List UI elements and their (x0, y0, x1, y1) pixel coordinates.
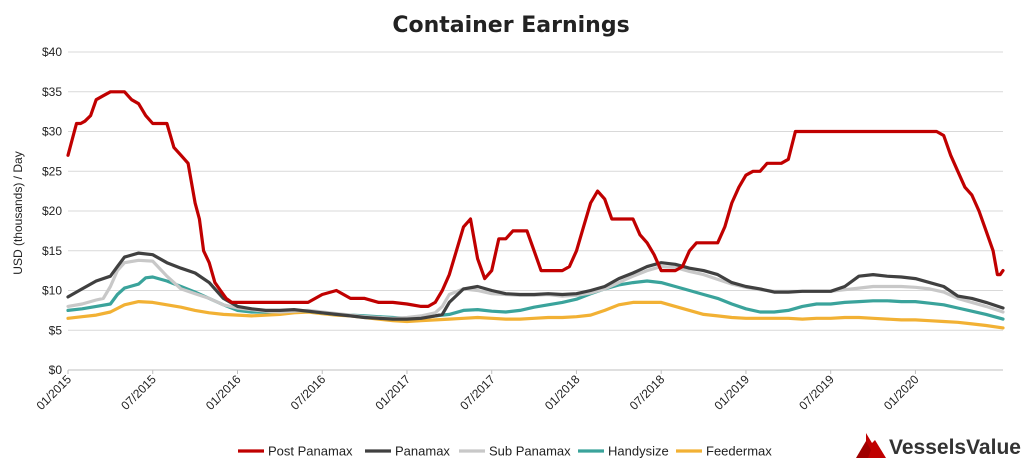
y-axis-tick-labels: $0 $5 $10 $15 $20 $25 $30 $35 $40 (42, 45, 62, 377)
legend-label-handysize: Handysize (608, 444, 669, 459)
vesselsvalue-logo: VesselsValue (856, 433, 1021, 459)
y-tick-label: $40 (42, 45, 62, 59)
legend-label-feedermax: Feedermax (706, 444, 772, 459)
legend: Post Panamax Panamax Sub Panamax Handysize F… (238, 444, 772, 459)
chart-title: Container Earnings (392, 13, 629, 38)
series-line-panamax (66, 251, 1005, 321)
y-tick-label: $20 (42, 204, 62, 218)
legend-label-post-panamax: Post Panamax (268, 444, 353, 459)
vesselsvalue-logo-icon (856, 433, 886, 458)
y-tick-label: $10 (42, 284, 62, 298)
y-tick-label: $25 (42, 164, 62, 178)
legend-label-panamax: Panamax (395, 444, 450, 459)
y-tick-label: $35 (42, 85, 62, 99)
y-tick-label: $0 (49, 363, 63, 377)
y-axis-label: USD (thousands) / Day (11, 151, 25, 274)
y-tick-label: $5 (49, 323, 63, 337)
y-tick-label: $30 (42, 125, 62, 139)
series-lines (66, 90, 1005, 330)
series-line-post-panamax (66, 90, 1005, 308)
y-tick-label: $15 (42, 244, 62, 258)
series-line-feedermax (66, 300, 1005, 330)
vesselsvalue-logo-text: VesselsValue (889, 436, 1021, 459)
legend-label-sub-panamax: Sub Panamax (489, 444, 571, 459)
